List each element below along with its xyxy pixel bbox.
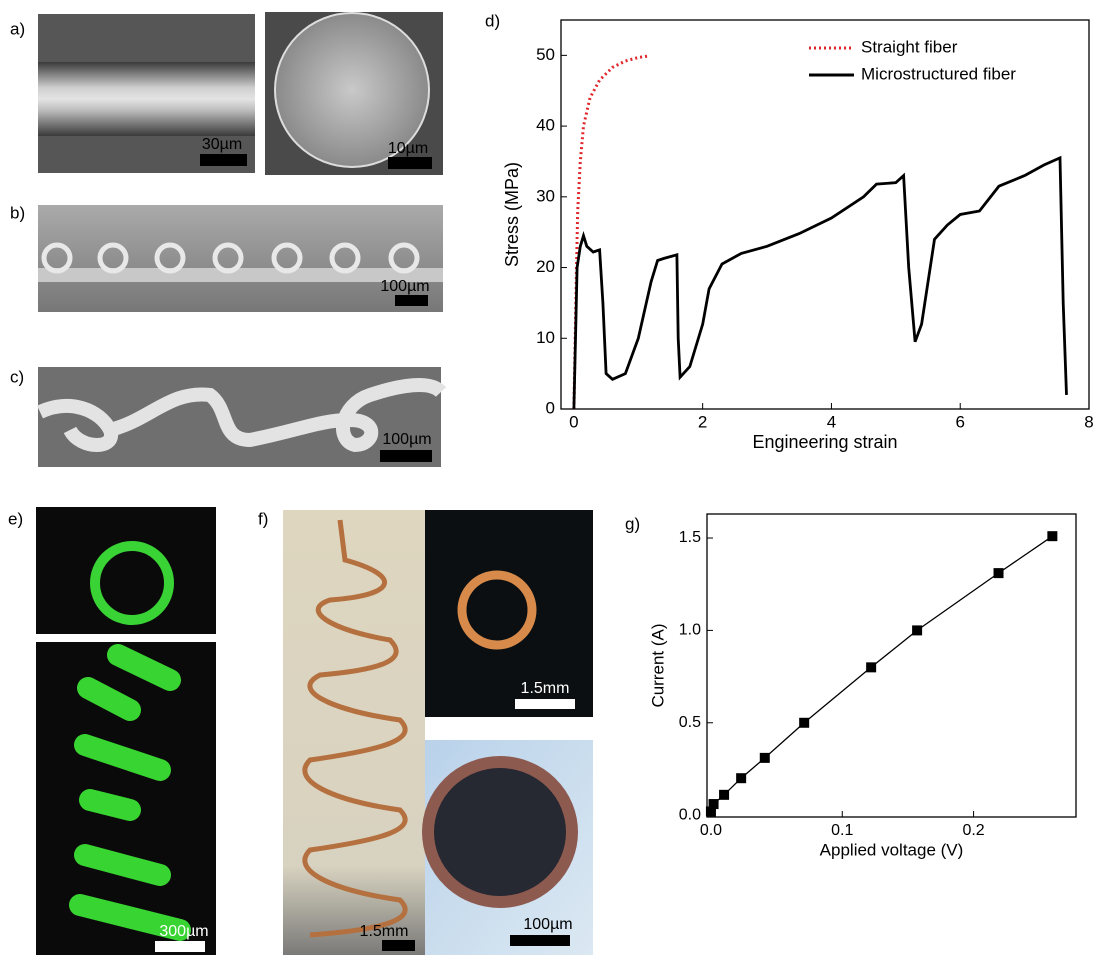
y-tick-label: 10 — [536, 328, 555, 347]
panel-label: f) — [258, 509, 268, 528]
panel-label: a) — [10, 19, 25, 38]
panel-label: c) — [10, 367, 24, 386]
x-tick-label: 8 — [1084, 412, 1093, 431]
y-tick-label: 20 — [536, 257, 555, 276]
scale-label: 10µm — [388, 140, 428, 157]
series-line — [574, 56, 648, 409]
marker — [1047, 531, 1057, 541]
legend-label: Microstructured fiber — [861, 64, 1016, 83]
scale-label: 1.5mm — [521, 680, 570, 697]
scale-label: 100µm — [382, 431, 431, 448]
x-tick-label: 0.0 — [700, 822, 722, 839]
tube-section — [428, 762, 572, 902]
x-tick-label: 0 — [569, 412, 578, 431]
series-line — [574, 158, 1067, 409]
scale-bar — [155, 941, 205, 952]
panel-label: g) — [625, 514, 640, 533]
marker — [912, 625, 922, 635]
scale-bar — [382, 940, 415, 951]
panel-label: b) — [10, 203, 25, 222]
scale-label: 1.5mm — [360, 923, 409, 940]
plot-frame — [707, 514, 1076, 817]
y-axis-label: Stress (MPa) — [502, 162, 522, 267]
x-tick-label: 0.1 — [831, 822, 853, 839]
marker — [736, 773, 746, 783]
scale-label: 30µm — [202, 136, 242, 153]
y-tick-label: 1.5 — [679, 529, 701, 546]
marker — [799, 718, 809, 728]
scale-bar — [515, 699, 575, 709]
scale-label: 100µm — [523, 916, 572, 933]
x-tick-label: 0.2 — [962, 822, 984, 839]
x-axis-label: Engineering strain — [752, 432, 897, 452]
panel-label: d) — [485, 11, 500, 30]
scale-bar — [510, 935, 570, 946]
marker — [719, 790, 729, 800]
x-tick-label: 6 — [955, 412, 964, 431]
marker — [866, 662, 876, 672]
scale-bar — [380, 450, 432, 462]
y-tick-label: 50 — [536, 45, 555, 64]
scale-label: 300µm — [159, 923, 208, 940]
scale-bar — [200, 154, 247, 166]
marker — [760, 753, 770, 763]
y-tick-label: 30 — [536, 186, 555, 205]
legend-label: Straight fiber — [861, 37, 958, 56]
x-tick-label: 4 — [827, 412, 836, 431]
scale-bar — [395, 295, 428, 306]
y-axis-label: Current (A) — [648, 623, 667, 707]
scale-bar — [388, 157, 432, 169]
marker — [994, 568, 1004, 578]
marker — [709, 799, 719, 809]
panel-label: e) — [8, 509, 23, 528]
y-tick-label: 0 — [546, 398, 555, 417]
y-tick-label: 0.0 — [679, 806, 701, 823]
x-axis-label: Applied voltage (V) — [820, 840, 964, 859]
figure: a) 30µm 10µm b) 100µm c) 100µm e) 300µm … — [0, 0, 1094, 957]
fiber — [38, 62, 255, 136]
y-tick-label: 0.5 — [679, 714, 701, 731]
y-tick-label: 40 — [536, 116, 555, 135]
y-tick-label: 1.0 — [679, 622, 701, 639]
x-tick-label: 2 — [698, 412, 707, 431]
scale-label: 100µm — [380, 278, 429, 295]
